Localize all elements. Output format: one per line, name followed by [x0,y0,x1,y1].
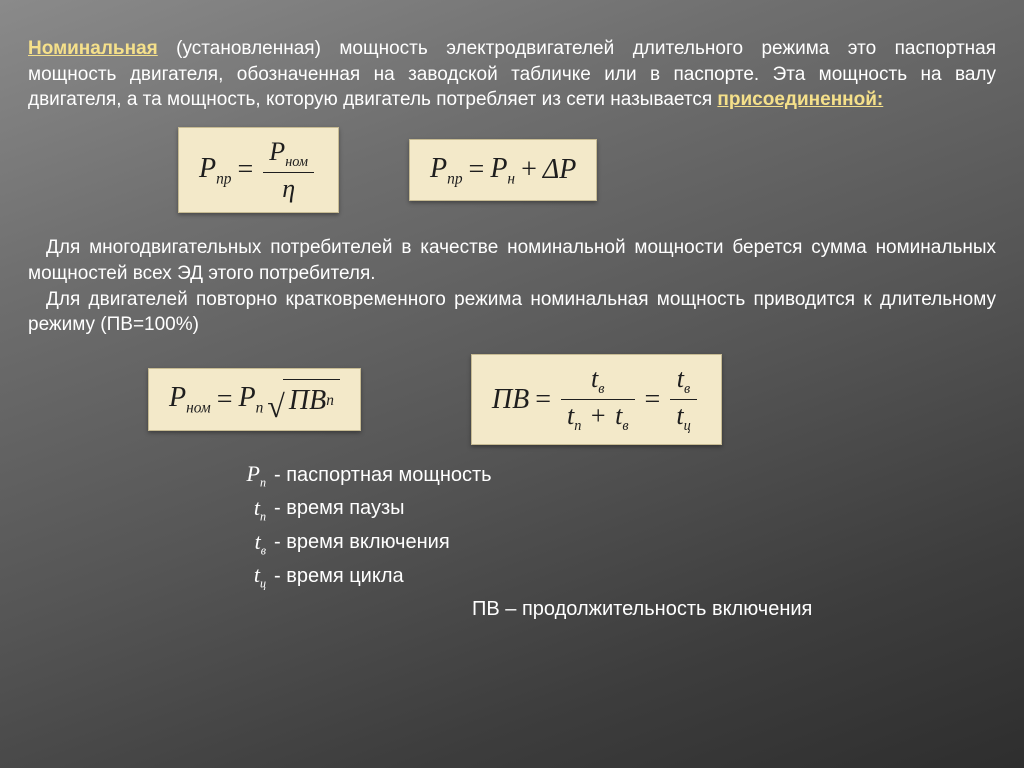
slide-content: Номинальная (установленная) мощность эле… [0,0,1024,635]
sym-desc-3: - время включения [274,529,450,556]
para2-line1: Для многодвигательных потребителей в кач… [28,235,996,286]
f3-r1: Pn [238,379,263,419]
formula-ppr-sum: Pпр = Pн + ΔP [409,139,597,201]
f4-lhs: ПВ [492,381,529,419]
sym-row-pn: Pn - паспортная мощность [238,459,996,491]
sym-pv-line: ПВ – продолжительность включения [472,596,996,623]
f4-mid-frac: tв tn + tв [561,365,635,434]
formula-pv: ПВ = tв tn + tв = tв tц [471,354,722,445]
symbol-list: Pn - паспортная мощность tn - время пауз… [238,459,996,623]
f2-r1: Pн [490,150,515,190]
keyword-connected: присоединенной: [717,89,883,110]
f1-fraction: Pном η [263,138,314,202]
paragraph-1: Номинальная (установленная) мощность эле… [28,36,996,113]
sym-desc-2: - время паузы [274,495,405,522]
para2-line2: Для двигателей повторно кратковременного… [28,287,996,338]
formula-row-1: Pпр = Pном η Pпр = Pн + ΔP [178,127,996,213]
paragraph-2: Для многодвигательных потребителей в кач… [28,235,996,338]
f3-sqrt: √ ПВn [267,379,340,420]
f1-lhs: Pпр [199,150,232,190]
sym-desc-1: - паспортная мощность [274,462,492,489]
sym-desc-4: - время цикла [274,563,404,590]
sym-row-tc: tц - время цикла [238,560,996,592]
f2-r2: ΔP [543,151,577,189]
sym-row-tn: tn - время паузы [238,493,996,525]
f4-rhs-frac: tв tц [670,365,696,434]
keyword-nominal: Номинальная [28,38,158,59]
f2-lhs: Pпр [430,150,463,190]
f3-lhs: Pном [169,379,211,419]
formula-ppr-fraction: Pпр = Pном η [178,127,339,213]
formula-row-2: Pном = Pn √ ПВn ПВ = tв tn + tв = t [148,354,996,445]
sym-row-tv: tв - время включения [238,527,996,559]
formula-pnom-root: Pном = Pn √ ПВn [148,368,361,431]
